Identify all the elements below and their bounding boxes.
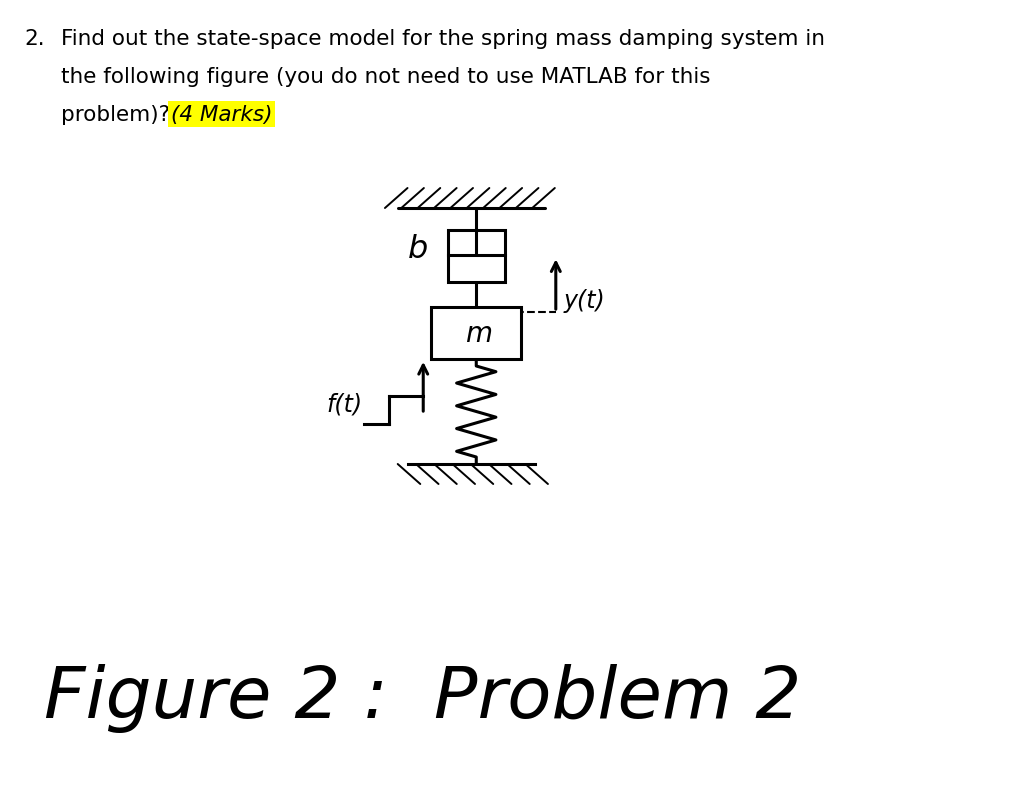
Text: the following figure (you do not need to use MATLAB for this: the following figure (you do not need to… [60, 67, 711, 87]
Text: (4 Marks): (4 Marks) [171, 105, 272, 124]
Bar [447, 230, 505, 283]
Text: 2.: 2. [25, 29, 45, 49]
Text: Find out the state-space model for the spring mass damping system in: Find out the state-space model for the s… [60, 29, 825, 49]
Text: b: b [409, 234, 428, 264]
Text: y(t): y(t) [563, 288, 605, 312]
Text: m: m [465, 320, 492, 348]
Text: problem)?: problem)? [60, 105, 177, 124]
Text: f(t): f(t) [327, 393, 362, 417]
Text: Figure 2 :  Problem 2: Figure 2 : Problem 2 [44, 663, 802, 732]
Bar [431, 308, 521, 360]
